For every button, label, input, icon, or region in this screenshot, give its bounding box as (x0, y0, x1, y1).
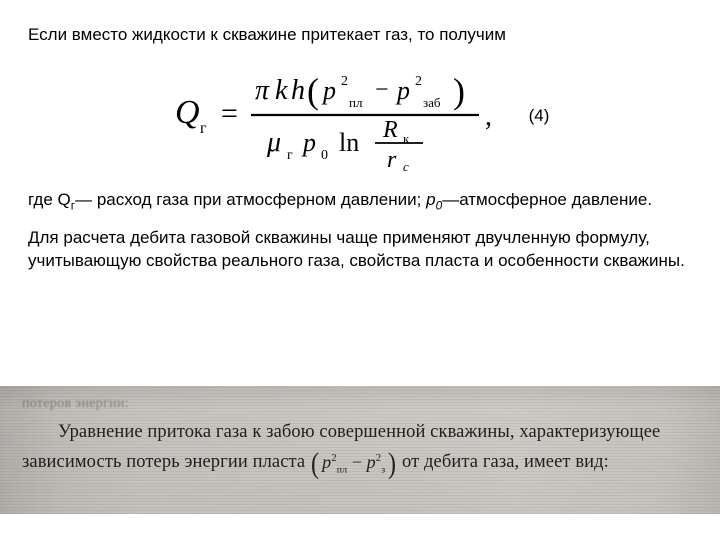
where-post: —атмосферное давление. (442, 190, 652, 209)
equation-label: (4) (529, 106, 550, 126)
svg-text:h: h (291, 75, 305, 106)
paragraph-intro: Если вместо жидкости к скважине притекае… (28, 24, 692, 47)
scan-paren-expr: ( p2пл − p2з ) (310, 447, 397, 481)
svg-text:Q: Q (175, 94, 200, 131)
svg-text:k: k (275, 75, 288, 106)
svg-text:p: p (321, 76, 336, 105)
scan-line-1: Уравнение притока газа к забою совершенн… (22, 418, 698, 447)
left-paren-icon: ( (311, 447, 319, 481)
svg-text:π: π (255, 75, 270, 106)
right-paren-icon: ) (388, 447, 396, 481)
where-mid: — расход газа при атмосферном давлении; (75, 190, 426, 209)
scan-expr: p2пл − p2з (320, 449, 387, 478)
formula: Q г = π k h ( p 2 пл (171, 61, 550, 171)
svg-text:заб: заб (423, 95, 441, 110)
scan-line2-post: от дебита газа, имеет вид: (402, 452, 609, 472)
svg-text:0: 0 (321, 148, 328, 163)
svg-text:г: г (287, 148, 293, 163)
page: Если вместо жидкости к скважине притекае… (0, 0, 720, 540)
paragraph-where: где Qг— расход газа при атмосферном давл… (28, 189, 692, 213)
svg-text:,: , (485, 101, 492, 132)
formula-svg: Q г = π k h ( p 2 пл (171, 61, 501, 171)
svg-text:c: c (403, 159, 409, 171)
svg-text:μ: μ (266, 127, 281, 158)
svg-text:пл: пл (349, 95, 363, 110)
svg-text:к: к (403, 131, 410, 146)
svg-text:2: 2 (341, 74, 348, 89)
svg-text:г: г (200, 120, 207, 137)
paragraph-note: Для расчета дебита газовой скважины чаще… (28, 227, 692, 273)
svg-text:p: p (301, 128, 316, 157)
svg-text:): ) (453, 71, 465, 111)
svg-text:R: R (382, 117, 398, 143)
formula-row: Q г = π k h ( p 2 пл (28, 61, 692, 171)
svg-text:−: − (375, 77, 389, 103)
scan-fragment: потеров энергии: (22, 396, 698, 412)
svg-text:(: ( (307, 71, 319, 111)
svg-text:p: p (395, 76, 410, 105)
scan-line-2: зависимость потерь энергии пласта ( p2пл… (22, 447, 698, 481)
svg-text:ln: ln (339, 128, 359, 157)
scan-line2-pre: зависимость потерь энергии пласта (22, 452, 310, 472)
where-p: р (426, 190, 435, 209)
svg-text:r: r (387, 147, 397, 171)
svg-text:=: = (221, 97, 238, 130)
scanned-excerpt: потеров энергии: Уравнение притока газа … (0, 386, 720, 514)
svg-text:2: 2 (415, 74, 422, 89)
where-pre: где Q (28, 190, 71, 209)
